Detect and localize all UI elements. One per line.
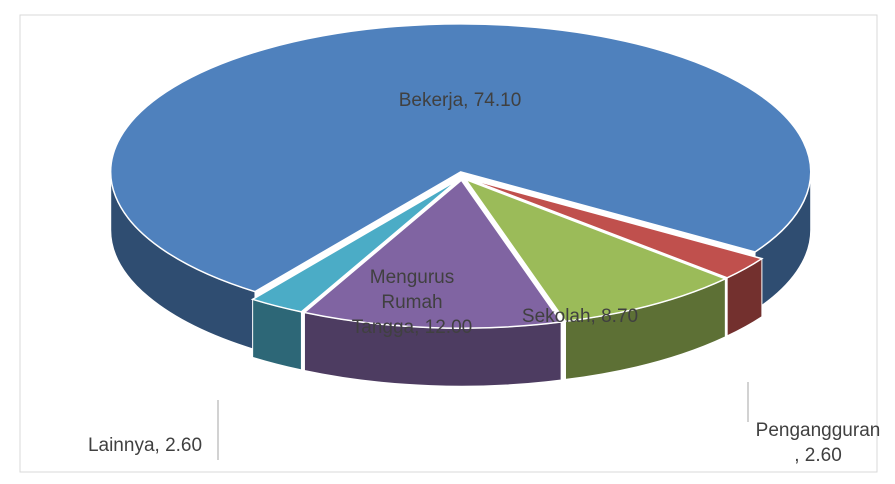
data-label: Pengangguran, 2.60 [756,420,881,466]
data-label: Lainnya, 2.60 [88,435,202,456]
data-label: Sekolah, 8.70 [522,306,638,327]
slice [250,178,459,313]
slice [463,177,728,323]
slice [302,179,563,329]
slice [467,177,764,279]
data-label: Bekerja, 74.10 [399,90,522,111]
slice [109,23,812,293]
data-label: Mengurus Rumah Tangga, 12.00 [352,267,472,338]
